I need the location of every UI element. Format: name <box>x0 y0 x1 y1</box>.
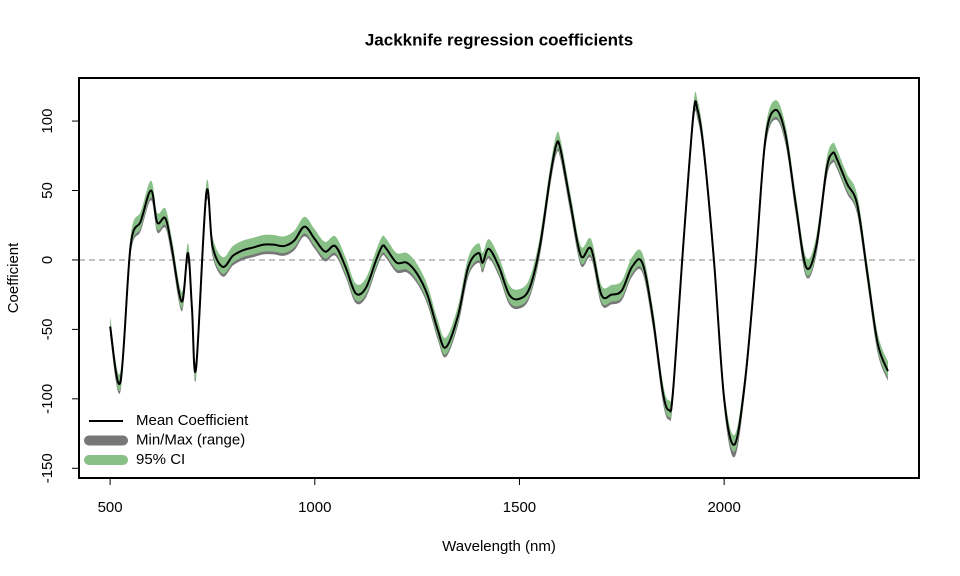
legend-label: 95% CI <box>136 451 185 468</box>
y-tick-label: 50 <box>39 182 56 199</box>
mean-line <box>109 100 889 446</box>
x-tick-label: 1500 <box>503 499 536 516</box>
y-tick-label: 100 <box>39 109 56 134</box>
x-tick-label: 500 <box>98 499 123 516</box>
chart-title: Jackknife regression coefficients <box>365 30 633 49</box>
band <box>110 91 888 452</box>
plot-frame <box>78 77 920 479</box>
y-tick-label: -50 <box>39 319 56 341</box>
legend-label: Min/Max (range) <box>136 431 245 448</box>
band <box>110 92 888 458</box>
y-tick-label: -100 <box>39 384 56 414</box>
y-axis-label: Coefficient <box>5 242 22 313</box>
legend-label: Mean Coefficient <box>136 412 249 429</box>
x-tick-label: 1000 <box>298 499 331 516</box>
x-axis-label: Wavelength (nm) <box>442 538 556 555</box>
y-tick-label: -150 <box>39 453 56 483</box>
x-tick-label: 2000 <box>707 499 740 516</box>
y-tick-label: 0 <box>39 256 56 264</box>
